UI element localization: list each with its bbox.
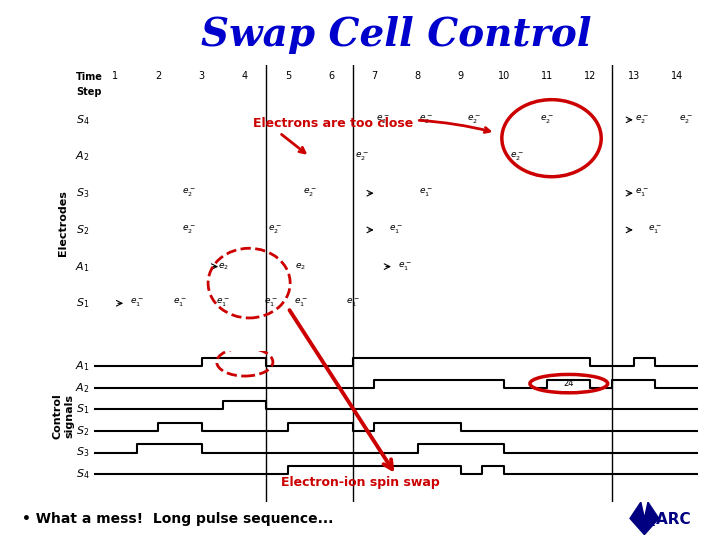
Polygon shape (630, 502, 659, 535)
Text: $A_1$: $A_1$ (75, 260, 89, 273)
Text: 4: 4 (242, 71, 248, 81)
Text: 11: 11 (541, 71, 554, 81)
Text: $e_1^-$: $e_1^-$ (346, 297, 360, 309)
Text: $e_1^-$: $e_1^-$ (264, 297, 278, 309)
Text: $e_2^-$: $e_2^-$ (540, 114, 554, 126)
Text: 13: 13 (627, 71, 640, 81)
Text: $A_1$: $A_1$ (75, 359, 89, 373)
Text: $e_1^-$: $e_1^-$ (294, 297, 308, 309)
Text: $S_3$: $S_3$ (76, 186, 89, 200)
Text: $e_2^-$: $e_2^-$ (467, 114, 481, 126)
Text: 24: 24 (564, 379, 574, 388)
Text: • What a mess!  Long pulse sequence...: • What a mess! Long pulse sequence... (22, 512, 333, 526)
Text: 5: 5 (285, 71, 291, 81)
Text: $e_2^-$: $e_2^-$ (510, 151, 524, 163)
Text: $A_2$: $A_2$ (75, 150, 89, 164)
Text: $S_4$: $S_4$ (76, 467, 89, 481)
Text: 3: 3 (199, 71, 204, 81)
Text: $A_2$: $A_2$ (75, 381, 89, 395)
Text: 12: 12 (584, 71, 597, 81)
Text: 10: 10 (498, 71, 510, 81)
Text: 9: 9 (458, 71, 464, 81)
Text: $e_2^-$: $e_2^-$ (419, 114, 433, 126)
Text: $e_1^-$: $e_1^-$ (173, 297, 187, 309)
Text: Control
signals: Control signals (53, 393, 74, 438)
Text: Time: Time (76, 72, 103, 82)
Text: $e_2$: $e_2$ (217, 261, 229, 272)
Text: $e_2^-$: $e_2^-$ (181, 224, 196, 236)
Text: Electrodes: Electrodes (58, 190, 68, 255)
Text: $e_1^-$: $e_1^-$ (389, 224, 403, 236)
Text: $e_2^-$: $e_2^-$ (302, 187, 317, 199)
Text: 2: 2 (156, 71, 161, 81)
Text: $e_2^-$: $e_2^-$ (635, 114, 649, 126)
Text: Swap Cell Control: Swap Cell Control (201, 16, 591, 54)
Text: $e_2$: $e_2$ (295, 261, 307, 272)
Text: $S_4$: $S_4$ (76, 113, 89, 127)
Text: $e_1^-$: $e_1^-$ (216, 297, 230, 309)
Text: $e_1^-$: $e_1^-$ (648, 224, 662, 236)
Text: $e_2^-$: $e_2^-$ (181, 187, 196, 199)
Text: $S_1$: $S_1$ (76, 402, 89, 416)
Text: $S_2$: $S_2$ (76, 223, 89, 237)
Text: 6: 6 (328, 71, 334, 81)
Text: $e_1^-$: $e_1^-$ (419, 187, 433, 199)
Text: 14: 14 (670, 71, 683, 81)
Text: $e_1^-$: $e_1^-$ (635, 187, 649, 199)
Text: QARC: QARC (644, 511, 691, 526)
Text: $e_2^-$: $e_2^-$ (376, 114, 390, 126)
Text: $e_1^-$: $e_1^-$ (130, 297, 144, 309)
Text: $S_2$: $S_2$ (76, 424, 89, 438)
Text: 7: 7 (372, 71, 377, 81)
Text: $e_2^-$: $e_2^-$ (354, 151, 369, 163)
Text: 1: 1 (112, 71, 118, 81)
Text: $S_3$: $S_3$ (76, 446, 89, 460)
Text: Electron-ion spin swap: Electron-ion spin swap (281, 476, 439, 489)
Text: $e_2^-$: $e_2^-$ (268, 224, 282, 236)
Text: Step: Step (76, 87, 102, 97)
Text: $S_1$: $S_1$ (76, 296, 89, 310)
Text: Electrons are too close: Electrons are too close (253, 117, 490, 132)
Text: 8: 8 (415, 71, 420, 81)
Text: $e_2^-$: $e_2^-$ (678, 114, 693, 126)
Text: $e_1^-$: $e_1^-$ (397, 260, 412, 273)
